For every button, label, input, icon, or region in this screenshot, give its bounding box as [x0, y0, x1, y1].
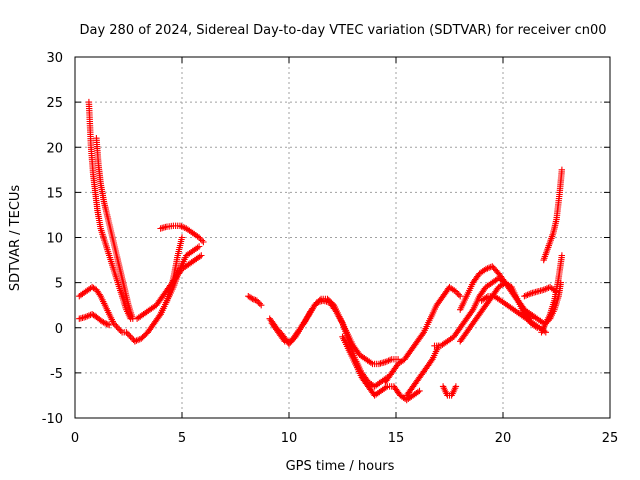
y-tick-label: -10	[42, 412, 63, 427]
x-tick-label: 25	[602, 431, 619, 446]
y-tick-label: -5	[50, 367, 63, 382]
point-marks	[268, 297, 391, 390]
series-arc-12	[339, 333, 423, 404]
point-marks	[339, 333, 423, 404]
point-marks	[76, 311, 113, 329]
x-tick-label: 0	[71, 431, 79, 446]
grid	[75, 57, 610, 418]
point-marks	[478, 293, 549, 336]
x-tick-label: 20	[495, 431, 512, 446]
series-arc-13	[382, 283, 464, 386]
point-marks	[157, 222, 207, 246]
point-marks	[133, 252, 205, 322]
point-marks	[382, 283, 464, 386]
y-tick-label: 15	[46, 186, 63, 201]
chart-title: Day 280 of 2024, Sidereal Day-to-day VTE…	[79, 23, 606, 38]
y-axis-label: SDTVAR / TECUs	[8, 185, 23, 292]
series-arc-8	[157, 222, 207, 246]
y-tick-label: 30	[46, 51, 63, 66]
point-marks	[245, 293, 265, 309]
x-axis-label: GPS time / hours	[286, 459, 395, 474]
y-tick-label: 5	[55, 277, 63, 292]
series-arc-2	[93, 135, 136, 322]
point-marks	[521, 283, 560, 300]
series-arc-3	[76, 283, 139, 345]
series-arc-1	[85, 98, 134, 322]
series-arc-23	[542, 279, 564, 327]
point-marks	[131, 243, 203, 345]
series-arc-6	[133, 252, 205, 322]
point-marks	[439, 383, 460, 399]
y-tick-label: 0	[55, 322, 63, 337]
series-arc-4	[76, 311, 113, 329]
x-tick-label: 15	[388, 431, 405, 446]
series-arc-14	[403, 342, 442, 399]
axis-ticks: 0 5 10 15 20 25 -10 -5 0 5 10 15 20 25 30	[42, 51, 619, 446]
y-tick-label: 10	[46, 232, 63, 247]
series-arc-21	[540, 166, 565, 264]
x-tick-label: 5	[178, 431, 186, 446]
point-marks	[76, 283, 139, 345]
data-points	[76, 98, 565, 404]
point-marks	[85, 98, 134, 322]
y-tick-label: 20	[46, 141, 63, 156]
point-marks	[540, 166, 565, 264]
point-marks	[542, 279, 564, 327]
series-arc-9	[245, 293, 265, 309]
series-arc-7	[157, 234, 186, 318]
series-arc-5	[131, 243, 203, 345]
series-arc-15	[439, 383, 460, 399]
point-marks	[157, 234, 186, 318]
series-arc-11	[268, 297, 391, 390]
series-arc-20	[521, 283, 560, 300]
point-marks	[403, 342, 442, 399]
point-marks	[93, 135, 136, 322]
y-tick-label: 25	[46, 96, 63, 111]
x-tick-label: 10	[281, 431, 298, 446]
series-arc-19	[478, 293, 549, 336]
